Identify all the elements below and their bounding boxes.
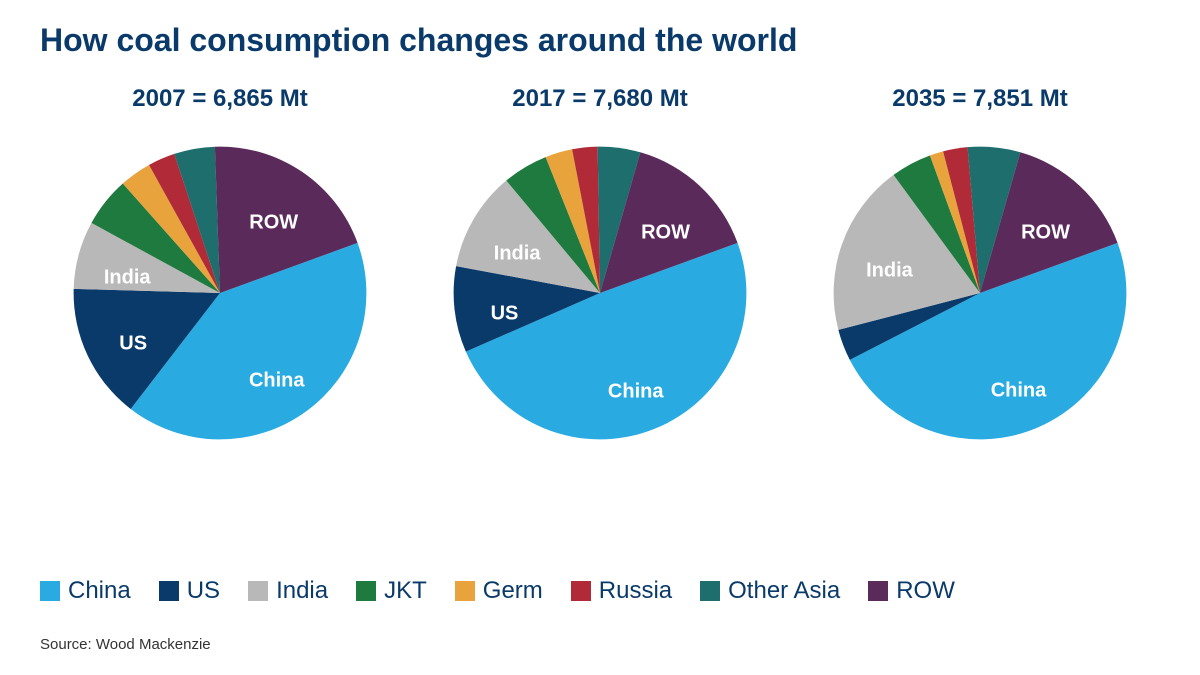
legend-label: Other Asia (728, 577, 840, 605)
legend-item-china: China (40, 577, 131, 605)
swatch-icon (248, 581, 268, 601)
swatch-icon (40, 581, 60, 601)
charts-row: 2007 = 6,865 Mt ChinaUSIndiaROW 2017 = 7… (0, 85, 1200, 463)
legend-label: Germ (483, 577, 543, 605)
pie-2007: ChinaUSIndiaROW (50, 123, 390, 463)
legend-label: JKT (384, 577, 427, 605)
source-text: Source: Wood Mackenzie (40, 636, 211, 653)
legend-item-us: US (159, 577, 220, 605)
legend-label: US (187, 577, 220, 605)
legend-label: China (68, 577, 131, 605)
swatch-icon (159, 581, 179, 601)
legend-item-otherasia: Other Asia (700, 577, 840, 605)
legend-item-india: India (248, 577, 328, 605)
swatch-icon (700, 581, 720, 601)
legend-label: Russia (599, 577, 672, 605)
pie-2017: ChinaUSIndiaROW (430, 123, 770, 463)
chart-title: 2017 = 7,680 Mt (512, 85, 687, 113)
chart-title: 2035 = 7,851 Mt (892, 85, 1067, 113)
legend-item-germ: Germ (455, 577, 543, 605)
swatch-icon (455, 581, 475, 601)
swatch-icon (571, 581, 591, 601)
legend-item-russia: Russia (571, 577, 672, 605)
legend-label: India (276, 577, 328, 605)
swatch-icon (356, 581, 376, 601)
legend-item-jkt: JKT (356, 577, 427, 605)
chart-2007: 2007 = 6,865 Mt ChinaUSIndiaROW (50, 85, 390, 463)
pie-2035: ChinaIndiaROW (810, 123, 1150, 463)
chart-2017: 2017 = 7,680 Mt ChinaUSIndiaROW (430, 85, 770, 463)
legend-label: ROW (896, 577, 955, 605)
swatch-icon (868, 581, 888, 601)
legend: China US India JKT Germ Russia Other Asi… (40, 577, 1160, 605)
chart-2035: 2035 = 7,851 Mt ChinaIndiaROW (810, 85, 1150, 463)
legend-item-row: ROW (868, 577, 955, 605)
page-title: How coal consumption changes around the … (40, 22, 797, 59)
chart-title: 2007 = 6,865 Mt (132, 85, 307, 113)
